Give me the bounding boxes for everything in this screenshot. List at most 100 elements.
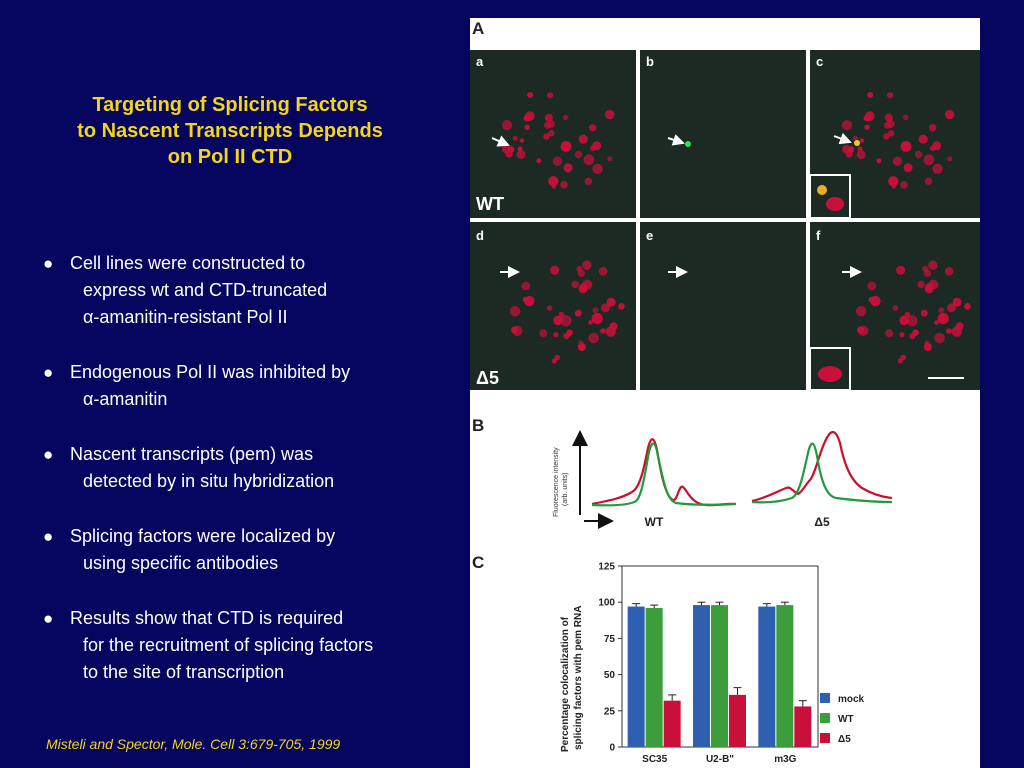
red-speckle (847, 146, 855, 153)
red-speckle (579, 283, 588, 291)
red-speckle (552, 156, 563, 166)
red-speckle (583, 154, 595, 166)
red-speckle (856, 150, 866, 160)
row-label-wt: WT (476, 194, 504, 214)
y-tick-label: 25 (604, 706, 616, 717)
red-speckle (592, 163, 603, 174)
red-speckle (864, 124, 870, 130)
intensity-profile-plot: Fluorescence intensity (arb. units) WT Δ… (553, 430, 893, 529)
sublabel-f: f (816, 228, 821, 243)
red-speckle (952, 297, 962, 307)
red-speckle (576, 265, 583, 273)
red-speckle (924, 177, 933, 185)
sublabel-d: d (476, 228, 484, 243)
red-speckle (524, 124, 530, 130)
red-speckle (899, 315, 909, 326)
red-speckle (582, 260, 592, 270)
delta5-green-profile (751, 442, 893, 504)
red-speckle (551, 184, 557, 189)
red-speckle (841, 120, 853, 131)
red-speckle (606, 297, 616, 307)
red-speckle (553, 315, 563, 326)
bullet-line: Nascent transcripts (pem) was (70, 444, 314, 464)
red-speckle (550, 265, 560, 275)
red-speckle (897, 358, 903, 364)
red-speckle (917, 280, 925, 289)
red-speckle (946, 328, 952, 334)
red-speckle (563, 142, 569, 148)
row-label-delta5: Δ5 (476, 368, 499, 388)
red-speckle (892, 156, 903, 166)
red-speckle (527, 92, 534, 98)
red-speckle (588, 320, 593, 325)
red-speckle (883, 121, 892, 129)
figure-panel: A a WT b c d Δ5 (470, 18, 980, 768)
red-speckle (884, 113, 893, 122)
red-speckle (899, 332, 905, 338)
red-speckle (929, 145, 936, 152)
x-tick-label: U2-B" (706, 754, 734, 765)
profile-ylabel-1: Fluorescence intensity (553, 447, 560, 517)
panel-b-label: B (472, 416, 484, 435)
legend-swatch (820, 713, 830, 723)
bullet-line: Endogenous Pol II was inhibited by (70, 362, 351, 382)
red-speckle (934, 320, 939, 325)
chart-ylabel-1: Percentage colocalization of (560, 616, 571, 752)
red-speckle (563, 332, 570, 340)
title-line-1: Targeting of Splicing Factors (92, 94, 368, 116)
bullet-dot-icon: ● (43, 445, 54, 464)
red-speckle (592, 307, 599, 314)
red-speckle (938, 307, 945, 314)
red-speckle (887, 92, 894, 99)
red-speckle (888, 130, 895, 137)
y-tick-label: 0 (609, 743, 615, 754)
bar (729, 694, 746, 747)
legend-label: mock (838, 694, 865, 705)
x-tick-label: SC35 (642, 754, 667, 765)
red-speckle (964, 303, 971, 310)
red-speckle (517, 146, 523, 152)
red-speckle (944, 267, 954, 276)
red-speckle (502, 145, 511, 154)
red-speckle (903, 163, 913, 173)
profile-ylabel-2: (arb. units) (562, 473, 569, 506)
bullet-dot-icon: ● (43, 363, 54, 382)
bar (758, 606, 776, 747)
bullet-line: express wt and CTD-truncated (83, 280, 328, 300)
bullet-dot-icon: ● (43, 254, 54, 273)
red-speckle (858, 325, 869, 336)
bullet-list: ● Cell lines were constructed to express… (43, 250, 464, 714)
red-speckle (924, 340, 930, 346)
red-speckle (558, 311, 565, 318)
bar (693, 605, 710, 747)
micrograph-b: b (640, 50, 806, 218)
red-speckle (609, 322, 618, 331)
red-speckle (548, 130, 555, 137)
red-speckle (571, 280, 579, 289)
figure-svg: A a WT b c d Δ5 (470, 19, 980, 765)
bar (645, 607, 663, 747)
red-speckle (885, 329, 894, 338)
red-speckle (522, 296, 529, 303)
red-speckle (551, 358, 557, 364)
red-speckle (891, 184, 897, 189)
micrograph-e: e (640, 222, 806, 390)
red-speckle (920, 309, 928, 317)
wt-red-profile (591, 438, 737, 507)
red-speckle (553, 332, 559, 338)
red-speckle (578, 340, 584, 346)
bullet-line: α-amanitin-resistant Pol II (83, 307, 288, 327)
red-speckle (574, 150, 583, 159)
red-speckle (888, 176, 899, 187)
red-speckle (914, 150, 923, 159)
red-speckle (591, 313, 603, 325)
title-line-2: to Nascent Transcripts Depends (77, 120, 383, 142)
y-tick-label: 50 (604, 670, 616, 681)
legend-swatch (820, 693, 830, 703)
red-speckle (892, 305, 899, 311)
red-speckle (934, 332, 945, 344)
micrograph-d: d Δ5 (470, 222, 636, 390)
bar (663, 700, 681, 747)
red-speckle (937, 313, 949, 325)
red-speckle (543, 133, 550, 140)
